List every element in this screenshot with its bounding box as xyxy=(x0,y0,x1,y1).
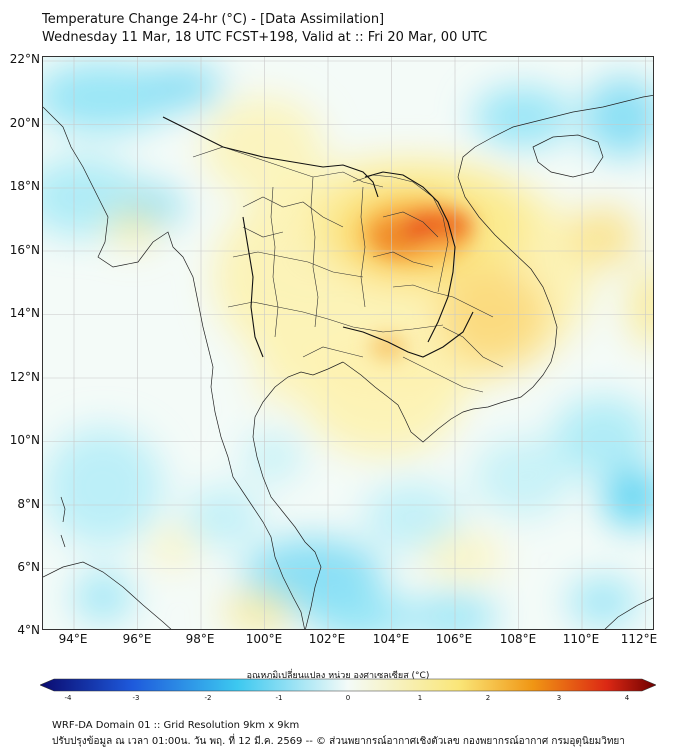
coastlines xyxy=(43,94,653,629)
province-boundaries xyxy=(192,146,504,393)
map-panel xyxy=(42,56,654,630)
colorbar-tick: 1 xyxy=(417,694,423,702)
colorbar-tick: 0 xyxy=(345,694,351,702)
lat-label: 4°N xyxy=(17,623,40,637)
colorbar xyxy=(40,678,656,692)
lat-label: 6°N xyxy=(17,560,40,574)
lat-label: 20°N xyxy=(9,116,40,130)
lon-label: 108°E xyxy=(499,632,537,646)
colorbar-tick: -2 xyxy=(204,694,212,702)
lon-label: 106°E xyxy=(435,632,473,646)
lon-label: 96°E xyxy=(122,632,152,646)
colorbar-title: อุณหภูมิเปลี่ยนแปลง หน่วย องศาเซลเซียส (… xyxy=(246,671,430,681)
lat-label: 18°N xyxy=(9,179,40,193)
chart-title: Temperature Change 24-hr (°C) - [Data As… xyxy=(42,12,385,27)
colorbar-tick: -4 xyxy=(64,694,72,702)
footer-domain-info: WRF-DA Domain 01 :: Grid Resolution 9km … xyxy=(52,720,300,731)
country-boundaries xyxy=(162,116,474,358)
lon-label: 98°E xyxy=(185,632,215,646)
colorbar-tick: -3 xyxy=(132,694,140,702)
temperature-map xyxy=(43,57,653,629)
colorbar-tick: -1 xyxy=(275,694,283,702)
lat-label: 14°N xyxy=(9,306,40,320)
lat-label: 8°N xyxy=(17,497,40,511)
colorbar-tick: 2 xyxy=(485,694,491,702)
lon-label: 104°E xyxy=(372,632,410,646)
lon-label: 94°E xyxy=(58,632,88,646)
chart-subtitle: Wednesday 11 Mar, 18 UTC FCST+198, Valid… xyxy=(42,30,488,45)
lon-label: 102°E xyxy=(308,632,346,646)
lon-label: 112°E xyxy=(620,632,658,646)
lat-label: 22°N xyxy=(9,52,40,66)
lat-label: 10°N xyxy=(9,433,40,447)
colorbar-tick: 3 xyxy=(556,694,562,702)
lat-label: 16°N xyxy=(9,243,40,257)
footer-credit: ปรับปรุงข้อมูล ณ เวลา 01:00น. วัน พฤ. ที… xyxy=(52,736,625,747)
lat-label: 12°N xyxy=(9,370,40,384)
colorbar-tick: 4 xyxy=(624,694,630,702)
lon-label: 110°E xyxy=(562,632,600,646)
colorbar-bar xyxy=(40,678,656,692)
lon-label: 100°E xyxy=(245,632,283,646)
